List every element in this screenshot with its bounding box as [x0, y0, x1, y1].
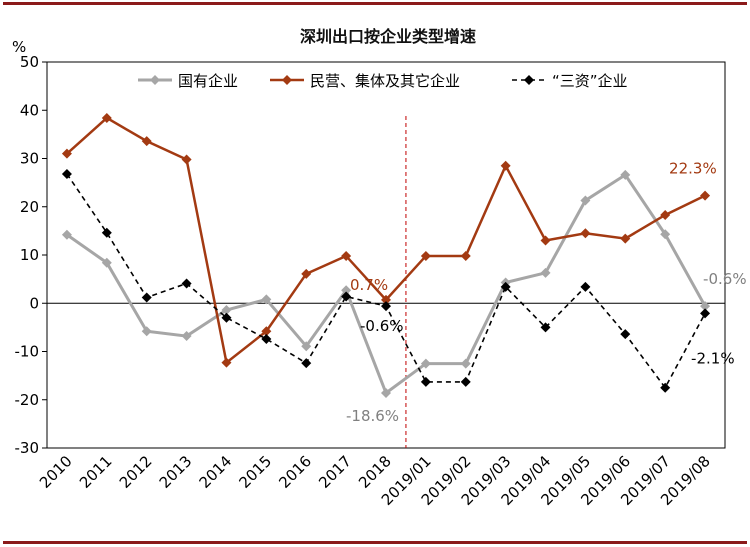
data-point: [620, 233, 631, 244]
chart-title: 深圳出口按企业类型增速: [300, 27, 476, 46]
data-point: [620, 169, 631, 180]
data-point: [301, 341, 312, 352]
data-point: [420, 376, 431, 387]
data-point: [700, 190, 711, 201]
data-label: -0.6%: [360, 317, 404, 335]
data-point: [261, 326, 272, 337]
legend-marker: [282, 75, 292, 85]
y-axis-unit: %: [12, 38, 26, 56]
data-point: [341, 291, 352, 302]
y-tick-label: -20: [15, 391, 40, 409]
data-point: [261, 333, 272, 344]
data-point: [381, 387, 391, 398]
data-point: [540, 322, 551, 333]
data-point: [181, 278, 192, 289]
x-tick-label: 2011: [76, 452, 116, 492]
data-point: [620, 329, 631, 340]
data-point: [660, 229, 671, 240]
data-point: [540, 267, 551, 278]
data-point: [381, 294, 391, 305]
top-rule: [3, 2, 747, 5]
x-tick-label: 2014: [196, 452, 236, 492]
y-tick-label: 10: [20, 246, 39, 264]
data-point: [221, 357, 232, 368]
data-label: -2.1%: [691, 349, 735, 367]
x-tick-label: 2016: [275, 452, 315, 492]
data-point: [101, 257, 112, 268]
data-label: 22.3%: [669, 160, 717, 178]
data-point: [181, 154, 192, 165]
y-tick-label: 20: [20, 198, 39, 216]
data-point: [101, 227, 112, 238]
data-point: [460, 358, 471, 369]
y-tick-label: 30: [20, 150, 39, 168]
data-point: [221, 312, 232, 323]
data-point: [181, 331, 192, 342]
legend-label: “三资”企业: [552, 72, 628, 90]
data-point: [261, 294, 272, 305]
data-point: [580, 195, 591, 206]
data-point: [61, 229, 72, 240]
y-tick-label: -10: [15, 343, 40, 361]
data-point: [341, 250, 352, 261]
data-point: [141, 136, 152, 147]
data-point: [420, 250, 431, 261]
data-point: [301, 358, 312, 369]
data-point: [141, 292, 152, 303]
data-point: [500, 281, 511, 292]
data-point: [540, 235, 551, 246]
x-tick-label: 2010: [36, 452, 76, 492]
y-tick-label: -30: [15, 439, 40, 457]
data-point: [660, 382, 671, 393]
data-point: [381, 301, 391, 312]
data-label: -0.6%: [703, 270, 747, 288]
y-tick-label: 40: [20, 101, 39, 119]
data-point: [101, 112, 112, 123]
data-point: [660, 209, 671, 220]
legend-label: 民营、集体及其它企业: [310, 72, 460, 90]
legend-marker: [524, 75, 534, 85]
data-point: [141, 326, 152, 337]
data-point: [221, 305, 232, 316]
data-point: [580, 281, 591, 292]
data-point: [420, 358, 431, 369]
x-tick-label: 2017: [315, 452, 355, 492]
x-tick-label: 2015: [235, 452, 275, 492]
data-point: [61, 168, 72, 179]
y-tick-label: 50: [20, 53, 39, 71]
data-label: 0.7%: [350, 276, 388, 294]
data-point: [341, 285, 352, 296]
x-tick-label: 2012: [116, 452, 156, 492]
legend-marker: [150, 75, 160, 85]
data-point: [460, 250, 471, 261]
bottom-rule: [3, 541, 747, 544]
data-point: [580, 228, 591, 239]
data-point: [460, 376, 471, 387]
legend-label: 国有企业: [178, 72, 238, 90]
data-label: -18.6%: [346, 407, 399, 425]
data-point: [500, 160, 511, 171]
data-point: [61, 148, 72, 159]
data-point: [301, 268, 312, 279]
data-point: [700, 301, 711, 312]
y-tick-label: 0: [29, 294, 39, 312]
data-point: [700, 308, 711, 319]
x-tick-label: 2013: [156, 452, 196, 492]
